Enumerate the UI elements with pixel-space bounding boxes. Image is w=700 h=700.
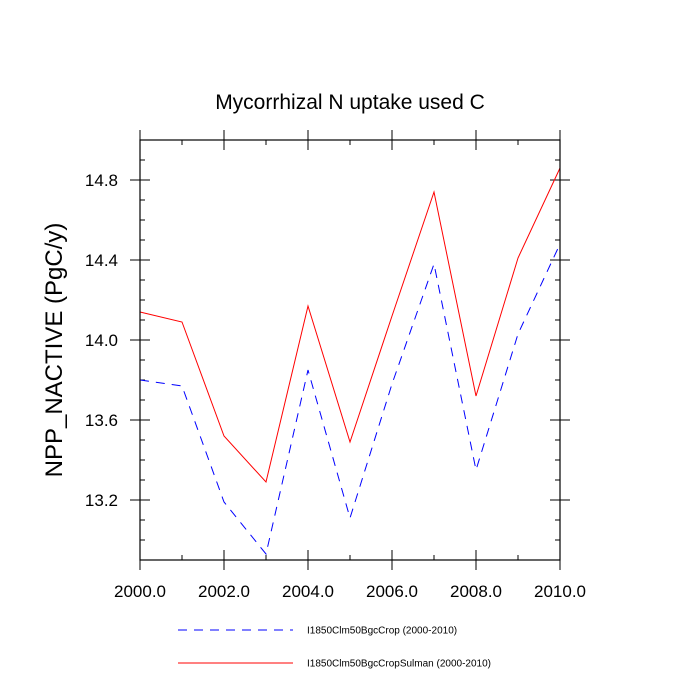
plot-frame (139, 139, 561, 561)
legend-label-1: I1850Clm50BgcCrop (2000-2010) (307, 626, 457, 637)
y-tick-label: 14.4 (85, 251, 118, 270)
axis-ticks: 2000.0 2002.0 2004.0 2006.0 2008.0 2010.0 13.2… (85, 130, 586, 601)
x-tick-label: 2004.0 (282, 582, 334, 601)
legend: I1850Clm50BgcCrop (2000-2010) I1850Clm50B… (178, 626, 491, 670)
x-tick-label: 2000.0 (114, 582, 166, 601)
legend-label-2: I1850Clm50BgcCropSulman (2000-2010) (307, 659, 491, 670)
x-tick-label: 2006.0 (366, 582, 418, 601)
y-tick-label: 13.6 (85, 411, 118, 430)
x-tick-label: 2010.0 (534, 582, 586, 601)
chart-title: Mycorrhizal N uptake used C (215, 91, 485, 114)
x-tick-label: 2008.0 (450, 582, 502, 601)
series-layer (139, 167, 561, 556)
series-line-2 (139, 167, 561, 484)
x-tick-label: 2002.0 (198, 582, 250, 601)
y-axis-label: NPP_NACTIVE (PgC/y) (41, 223, 68, 478)
y-tick-label: 13.2 (85, 491, 118, 510)
y-tick-label: 14.8 (85, 171, 118, 190)
series-line-1 (139, 243, 561, 556)
y-tick-label: 14.0 (85, 331, 118, 350)
